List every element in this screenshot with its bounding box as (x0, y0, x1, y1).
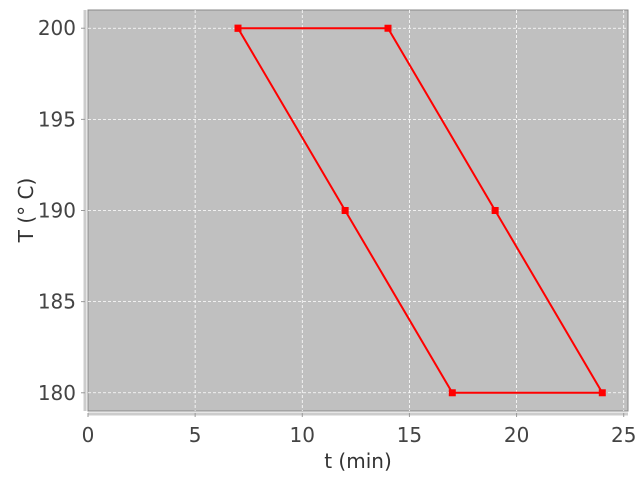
x-tick-label: 5 (189, 423, 202, 447)
x-axis-label: t (min) (324, 449, 392, 473)
x-tick-label: 0 (82, 423, 95, 447)
data-point-marker (384, 24, 392, 32)
series-layer (234, 24, 606, 397)
y-tick-label: 180 (38, 381, 76, 405)
data-point-marker (341, 207, 349, 214)
axes: 0 5 10 15 20 25 180 185 190 195 200 (38, 10, 636, 447)
data-point-marker (491, 207, 499, 214)
x-tick-label: 20 (504, 423, 529, 447)
data-point-marker (234, 24, 242, 32)
data-point-marker (598, 389, 606, 397)
x-tick-label: 25 (611, 423, 636, 447)
y-tick-label: 190 (38, 199, 76, 223)
x-tick-label: 15 (397, 423, 422, 447)
y-tick-label: 195 (38, 107, 76, 131)
y-tick-label: 185 (38, 290, 76, 314)
data-point-marker (448, 389, 456, 397)
y-tick-label: 200 (38, 16, 76, 40)
y-axis-label: T (° C) (14, 178, 38, 244)
x-tick-label: 10 (290, 423, 315, 447)
